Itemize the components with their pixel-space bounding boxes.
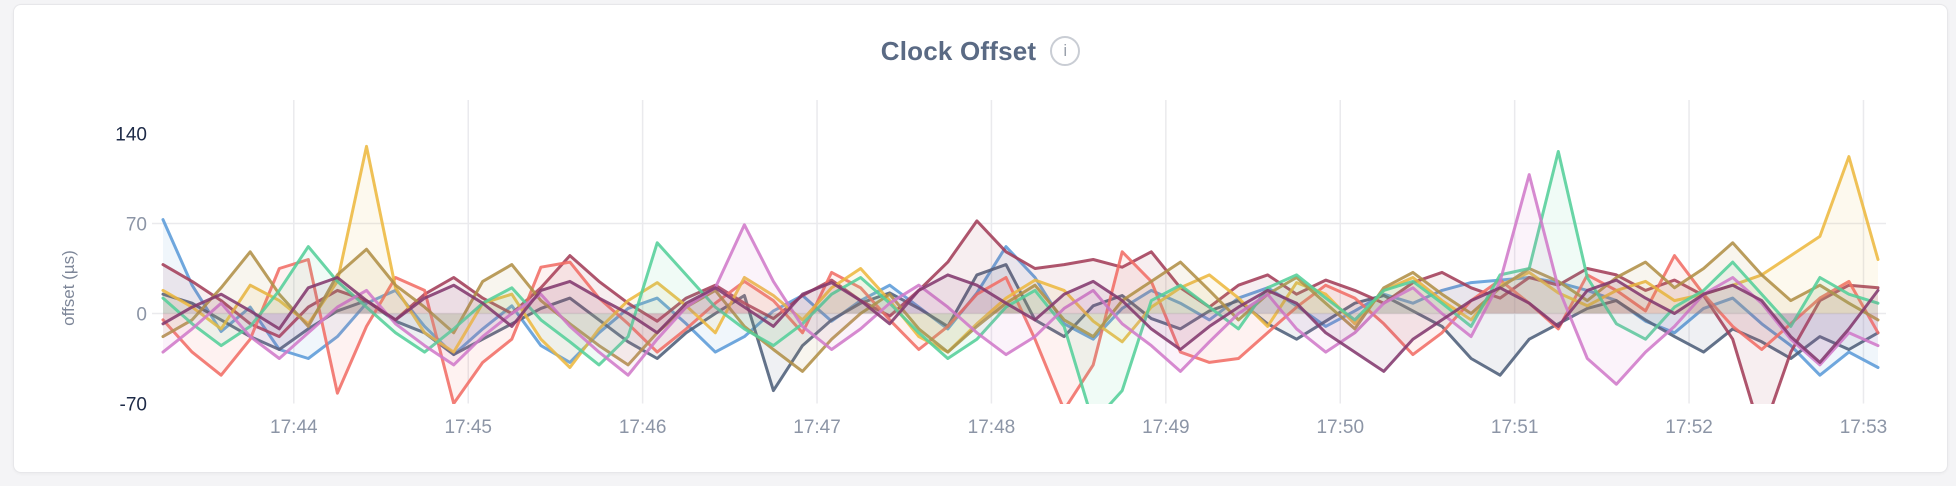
series-area-slate <box>163 264 1878 391</box>
y-tick-label: 140 <box>115 125 147 146</box>
series-line-salmon <box>161 250 1880 404</box>
x-tick-label: 17:44 <box>270 417 318 438</box>
chart-card: Clock Offset i offset (µs) <box>13 4 1948 473</box>
x-tick-label: 17:47 <box>793 417 841 438</box>
series-area-green <box>163 151 1878 404</box>
x-tick-label: 17:51 <box>1491 417 1539 438</box>
info-icon[interactable]: i <box>1050 36 1081 66</box>
chart-header: Clock Offset i <box>14 33 1947 69</box>
series-line-plum <box>161 273 1880 373</box>
series-line-orchid <box>161 173 1880 386</box>
series-lines <box>161 144 1880 404</box>
x-axis-ticks: 17:44 17:45 17:46 17:47 17:48 17:49 17:50 17:51… <box>270 417 1887 438</box>
x-tick-label: 17:45 <box>444 417 492 438</box>
x-tick-label: 17:48 <box>968 417 1016 438</box>
y-tick-label: -70 <box>120 395 147 416</box>
gridlines <box>152 100 1886 404</box>
y-tick-label: 70 <box>126 215 147 236</box>
series-line-slate <box>161 263 1880 393</box>
x-tick-label: 17:52 <box>1665 417 1713 438</box>
series-line-maroon <box>161 219 1880 404</box>
series-area-orchid <box>163 174 1878 385</box>
x-tick-label: 17:53 <box>1840 417 1888 438</box>
series-area-yellow <box>163 146 1878 368</box>
x-tick-label: 17:46 <box>619 417 667 438</box>
series-line-green <box>161 150 1880 404</box>
series-area-plum <box>163 274 1878 372</box>
series-line-olive <box>161 241 1880 373</box>
y-tick-label: 0 <box>136 305 147 326</box>
y-axis-ticks: 140 70 0 -70 <box>115 125 147 416</box>
series-line-yellow <box>161 144 1880 369</box>
chart-title: Clock Offset <box>880 35 1037 66</box>
x-tick-label: 17:50 <box>1316 417 1364 438</box>
x-tick-label: 17:49 <box>1142 417 1190 438</box>
